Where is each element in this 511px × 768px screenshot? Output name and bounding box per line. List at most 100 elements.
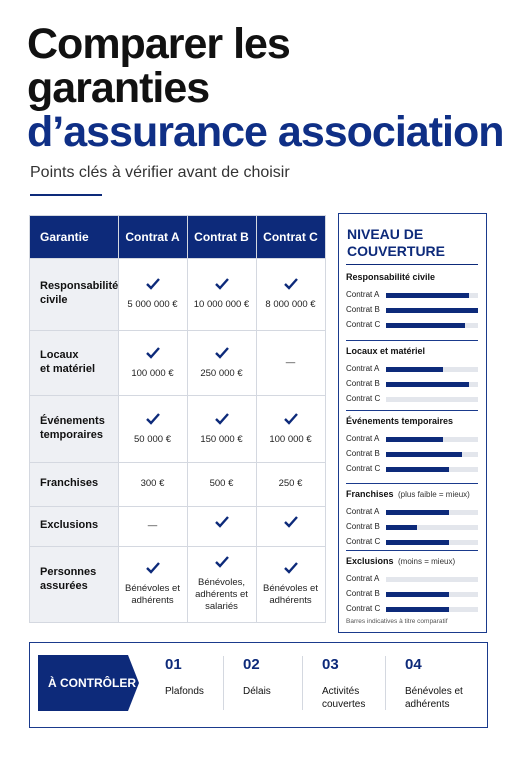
panel-title-rule — [346, 264, 478, 265]
bar — [386, 607, 449, 612]
group-rule — [346, 550, 478, 551]
title-line: d’assurance association — [27, 108, 504, 156]
check-icon — [145, 346, 160, 359]
row-label: assurées — [40, 580, 88, 592]
row-label: Événements — [40, 414, 105, 427]
check-icon — [283, 412, 298, 425]
item-text: couvertes — [322, 699, 366, 710]
bar-track — [386, 397, 478, 402]
group-title: Franchises — [346, 489, 394, 499]
bar-label: Contrat B — [346, 449, 380, 458]
check-icon — [145, 412, 160, 425]
bar-label: Contrat C — [346, 537, 381, 546]
item-text: Bénévoles et — [405, 686, 463, 697]
panel-footnote: Barres indicatives à titre comparatif — [346, 618, 448, 625]
row-divider — [29, 395, 325, 396]
bar-label: Contrat B — [346, 379, 380, 388]
bar-label: Contrat A — [346, 290, 380, 299]
check-icon — [283, 562, 298, 574]
bar-label: Contrat A — [346, 574, 380, 583]
checklist-label: À CONTRÔLER — [48, 676, 136, 690]
cell-text: Bénévoles et — [125, 583, 180, 594]
check-icon — [214, 278, 229, 290]
row-divider — [29, 258, 325, 259]
group-title: Exclusions — [346, 556, 394, 566]
group-note: (plus faible = mieux) — [398, 490, 470, 499]
bar — [386, 467, 449, 472]
item-number: 01 — [165, 656, 182, 673]
check-icon — [214, 556, 229, 568]
cell-text: 250 000 € — [200, 367, 243, 379]
col-divider — [256, 215, 257, 622]
check-icon — [283, 516, 298, 528]
label-arrow — [38, 655, 139, 711]
item-text: Activités — [322, 686, 360, 697]
bar-label: Contrat A — [346, 507, 380, 516]
bar-label: Contrat C — [346, 394, 381, 403]
column-header: Contrat A — [125, 230, 180, 244]
item-number: 03 — [322, 656, 339, 673]
table-border — [29, 215, 326, 623]
bar-label: Contrat C — [346, 604, 381, 613]
group-rule — [346, 410, 478, 411]
bar — [386, 323, 466, 328]
cell-text: adhérents et — [195, 589, 248, 600]
item-text: Délais — [243, 686, 271, 697]
check-icon — [145, 562, 160, 574]
cell-text: 5 000 000 € — [127, 299, 178, 310]
cell-text: Bénévoles, — [197, 577, 245, 588]
row-divider — [29, 330, 325, 331]
group-rule — [346, 340, 478, 341]
cell-text: 300 € — [140, 478, 165, 489]
panel-border — [338, 213, 487, 633]
row-label: et matériel — [40, 362, 96, 375]
cell-text: 10 000 000 € — [193, 299, 250, 310]
row-divider — [29, 462, 325, 463]
column-header: Contrat C — [263, 230, 318, 244]
subtitle: Points clés à vérifier avant de choisir — [30, 164, 290, 181]
label-col-bg — [29, 258, 118, 622]
item-divider — [385, 656, 386, 710]
cell-text: 8 000 000 € — [265, 299, 316, 310]
group-title: Locaux et matériel — [346, 346, 426, 356]
check-icon — [283, 278, 298, 290]
bar-label: Contrat A — [346, 434, 380, 443]
check-icon — [214, 516, 229, 528]
group-title: Responsabilité civile — [346, 272, 436, 282]
cell-text: 100 000 € — [269, 433, 312, 445]
column-header: Contrat B — [194, 230, 249, 244]
group-note: (moins = mieux) — [398, 557, 456, 566]
row-label: Exclusions — [40, 519, 99, 531]
row-divider — [29, 506, 325, 507]
bar-label: Contrat B — [346, 305, 380, 314]
col-divider — [187, 215, 188, 622]
bar-label: Contrat C — [346, 464, 381, 473]
item-number: 02 — [243, 656, 260, 673]
row-label: Locaux — [40, 348, 79, 361]
bar — [386, 293, 469, 298]
group-title: Événements temporaires — [346, 416, 454, 426]
row-label: Personnes — [40, 566, 97, 578]
panel-title: NIVEAU DE — [347, 226, 424, 242]
bar — [386, 437, 444, 442]
row-label: civile — [40, 294, 68, 306]
bar-label: Contrat B — [346, 522, 380, 531]
cell-text: — — [147, 520, 158, 531]
row-divider — [29, 546, 325, 547]
bar-track — [386, 577, 478, 582]
row-label: Franchises — [40, 477, 99, 489]
cell-text: — — [285, 356, 296, 368]
bar-label: Contrat B — [346, 589, 380, 598]
group-rule — [346, 483, 478, 484]
col-divider — [118, 215, 119, 622]
cell-text: 500 € — [209, 478, 234, 489]
cell-text: Bénévoles et — [263, 583, 318, 594]
item-divider — [223, 656, 224, 710]
checklist-border — [29, 642, 488, 728]
bar — [386, 452, 463, 457]
cell-text: salariés — [205, 601, 238, 612]
bar-label: Contrat C — [346, 320, 381, 329]
item-divider — [302, 656, 303, 710]
check-icon — [145, 278, 160, 290]
